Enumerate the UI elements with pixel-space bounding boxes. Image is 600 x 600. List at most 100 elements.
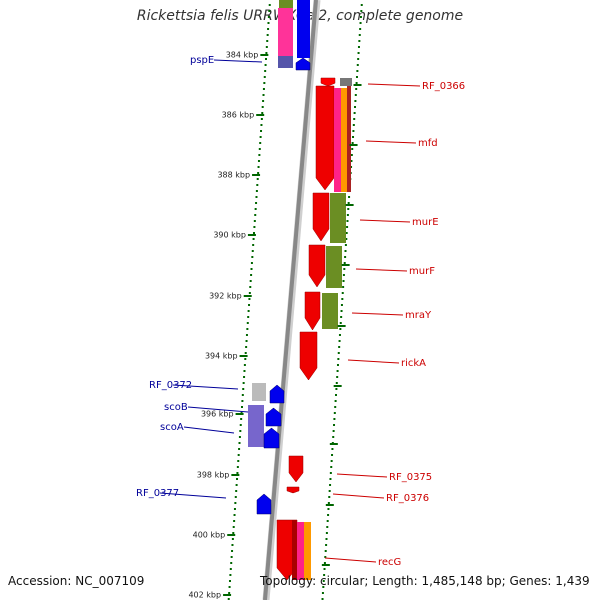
guide-dot [329, 472, 332, 474]
guide-dot [346, 214, 349, 216]
guide-dot [261, 106, 264, 108]
guide-dot [245, 340, 248, 342]
gene-label-forward: pspE [190, 55, 214, 66]
guide-dot [248, 292, 251, 294]
guide-dot [356, 70, 359, 72]
guide-dot [355, 88, 358, 90]
cog-bar [304, 522, 311, 580]
guide-dot [245, 346, 248, 348]
cog-bar [334, 88, 341, 192]
guide-dot [335, 382, 338, 384]
guide-dot [235, 490, 238, 492]
leader-line [355, 268, 408, 272]
guide-dot [259, 142, 262, 144]
cog-bar [326, 246, 342, 288]
leader-line [187, 406, 249, 413]
guide-dot [255, 196, 258, 198]
guide-dot [338, 340, 341, 342]
tick-label: 402 kbp [188, 591, 221, 600]
guide-dot [333, 418, 336, 420]
gene-arrow-reverse [320, 77, 336, 87]
guide-dot [347, 202, 350, 204]
guide-dot [242, 382, 245, 384]
guide-dot [341, 298, 344, 300]
guide-dot [323, 568, 326, 570]
gene-arrow-reverse [312, 192, 330, 242]
leader-line [159, 492, 227, 499]
guide-dot [257, 166, 260, 168]
leader-line [332, 493, 385, 499]
guide-dot [359, 28, 362, 30]
guide-dot [261, 112, 264, 114]
guide-dot [228, 580, 231, 582]
guide-dot [344, 256, 347, 258]
guide-dot [334, 394, 337, 396]
guide-dot [334, 400, 337, 402]
guide-dot [255, 202, 258, 204]
guide-dot [240, 418, 243, 420]
cog-bar [297, 0, 310, 58]
gene-arrow-reverse [288, 455, 304, 483]
guide-dot [343, 268, 346, 270]
guide-dot [247, 316, 250, 318]
guide-dot [359, 22, 362, 24]
tick-label: 388 kbp [217, 171, 250, 180]
cog-bar [278, 56, 293, 68]
guide-dot [344, 250, 347, 252]
cog-bar [341, 88, 347, 192]
gene-arrow-forward [295, 57, 311, 71]
genome-summary: Topology: circular; Length: 1,485,148 bp… [260, 574, 590, 588]
tick-label: 398 kbp [197, 471, 230, 480]
guide-dot [352, 124, 355, 126]
gene-label-forward: scoA [160, 422, 184, 433]
guide-dot [355, 76, 358, 78]
guide-dot [336, 376, 339, 378]
guide-dot [348, 196, 351, 198]
guide-dot [260, 118, 263, 120]
cog-bar [278, 8, 293, 56]
gene-label-forward: RF_0372 [149, 380, 192, 391]
guide-dot [245, 334, 248, 336]
guide-dot [333, 424, 336, 426]
gene-arrow-forward [265, 407, 282, 427]
guide-dot [237, 460, 240, 462]
guide-dot [251, 256, 254, 258]
guide-dot [264, 58, 267, 60]
guide-dot [250, 268, 253, 270]
guide-dot [253, 226, 256, 228]
guide-dot [254, 208, 257, 210]
guide-dot [328, 490, 331, 492]
guide-dot [342, 280, 345, 282]
guide-dot [331, 454, 334, 456]
leader-line [324, 557, 377, 563]
guide-dot [249, 280, 252, 282]
guide-dot [248, 304, 251, 306]
cog-bar [292, 520, 297, 580]
guide-dot [324, 556, 327, 558]
guide-dot [342, 274, 345, 276]
gene-label-reverse: RF_0366 [422, 81, 465, 92]
guide-dot [268, 4, 271, 6]
guide-dot [262, 94, 265, 96]
guide-dot [331, 448, 334, 450]
gene-label-reverse: murF [409, 266, 435, 277]
guide-dot [354, 100, 357, 102]
guide-dot [355, 82, 358, 84]
guide-dot [234, 496, 237, 498]
leader-line [172, 384, 239, 390]
guide-dot [229, 574, 232, 576]
guide-dot [266, 40, 269, 42]
guide-dot [268, 10, 271, 12]
guide-dot [264, 64, 267, 66]
guide-dot [265, 46, 268, 48]
guide-dot [263, 82, 266, 84]
gene-label-forward: scoB [164, 402, 188, 413]
guide-dot [238, 448, 241, 450]
guide-dot [236, 466, 239, 468]
tick-label: 390 kbp [213, 231, 246, 240]
guide-dot [351, 148, 354, 150]
gene-arrow-reverse [315, 85, 335, 191]
guide-dot [251, 250, 254, 252]
tick-label: 394 kbp [205, 352, 238, 361]
